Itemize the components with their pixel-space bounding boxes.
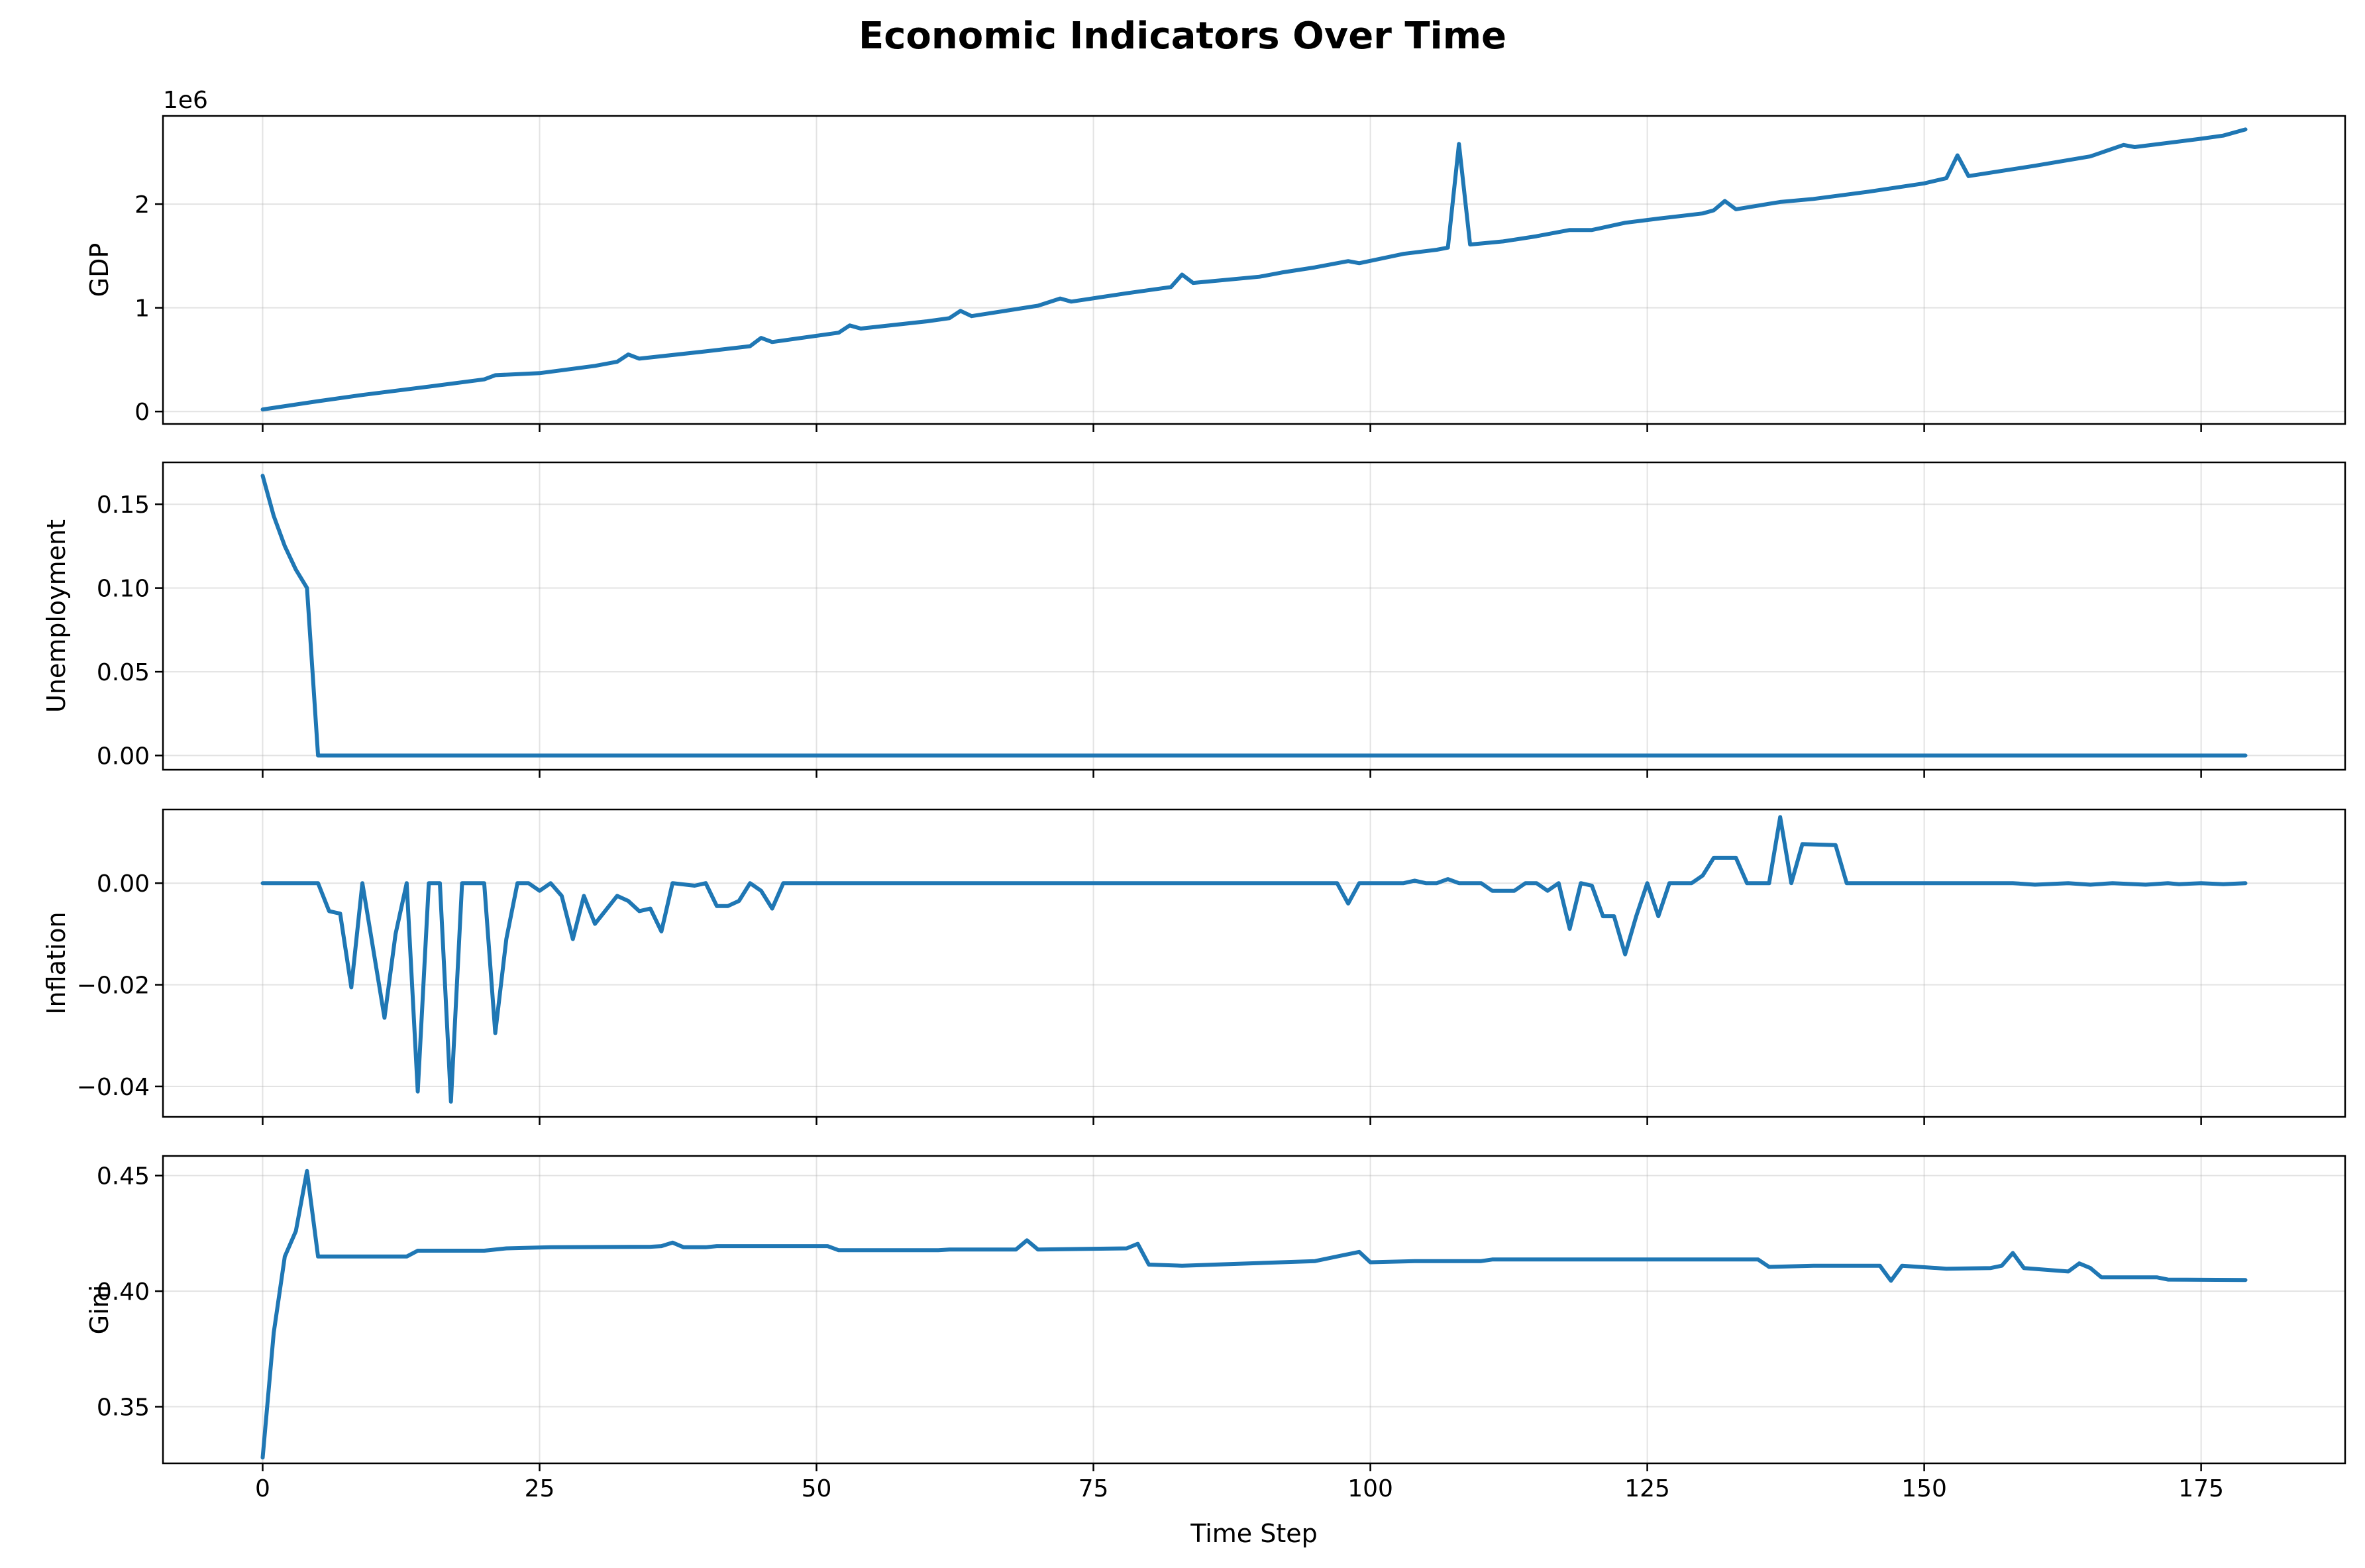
x-axis-label: Time Step xyxy=(1190,1519,1318,1548)
gdp-axes-frame xyxy=(162,115,2346,425)
subplot-panels: 0 1 2 GDP 1e6 0.00 0.05 0.10 0.15 Unemployment −0.… xyxy=(42,87,2346,1502)
gini-y-tick-label-1: 0.40 xyxy=(97,1279,150,1306)
x-tick-label-100: 100 xyxy=(1347,1475,1393,1502)
gdp-panel: 0 1 2 GDP 1e6 xyxy=(85,87,2346,432)
unemployment-y-tick-label-1: 0.05 xyxy=(97,659,150,686)
unemployment-axes-frame xyxy=(162,461,2346,771)
inflation-y-tick-label-1: −0.02 xyxy=(77,972,150,1000)
unemployment-y-axis-label: Unemployment xyxy=(42,519,71,713)
inflation-y-tick-label-2: 0.00 xyxy=(97,870,150,898)
unemployment-y-tick-label-2: 0.10 xyxy=(97,576,150,603)
inflation-series-line xyxy=(260,815,2248,1104)
gdp-y-axis-label: GDP xyxy=(85,243,114,297)
x-tick-label-125: 125 xyxy=(1624,1475,1670,1502)
x-tick-label-175: 175 xyxy=(2178,1475,2224,1502)
unemployment-panel: 0.00 0.05 0.10 0.15 Unemployment xyxy=(42,461,2346,778)
gini-y-tick-label-0: 0.35 xyxy=(97,1394,150,1422)
gdp-offset-label: 1e6 xyxy=(163,87,208,114)
gdp-y-tick-label-1: 1 xyxy=(134,295,150,323)
x-tick-label-50: 50 xyxy=(802,1475,832,1502)
gini-y-tick-label-2: 0.45 xyxy=(97,1163,150,1190)
unemployment-y-tick-label-0: 0.00 xyxy=(97,743,150,770)
x-tick-label-0: 0 xyxy=(255,1475,270,1502)
x-tick-label-75: 75 xyxy=(1078,1475,1109,1502)
gdp-y-tick-label-0: 0 xyxy=(134,399,150,426)
gini-series-line xyxy=(260,1169,2248,1460)
unemployment-series-line xyxy=(260,474,2248,758)
x-tick-label-25: 25 xyxy=(525,1475,555,1502)
gini-panel: 0.35 0.40 0.45 0 25 50 75 100 125 150 175 Gini xyxy=(85,1155,2346,1502)
chart-title: Economic Indicators Over Time xyxy=(859,15,1506,58)
gdp-series-line xyxy=(260,127,2248,412)
inflation-y-tick-label-0: −0.04 xyxy=(77,1074,150,1101)
gini-axes-frame xyxy=(162,1155,2346,1465)
unemployment-y-tick-label-3: 0.15 xyxy=(97,492,150,519)
inflation-y-axis-label: Inflation xyxy=(42,912,71,1014)
x-tick-label-150: 150 xyxy=(1901,1475,1947,1502)
inflation-panel: −0.04 −0.02 0.00 Inflation xyxy=(42,808,2346,1125)
inflation-axes-frame xyxy=(162,808,2346,1118)
gdp-y-tick-label-2: 2 xyxy=(134,191,150,219)
gini-y-axis-label: Gini xyxy=(85,1285,114,1335)
